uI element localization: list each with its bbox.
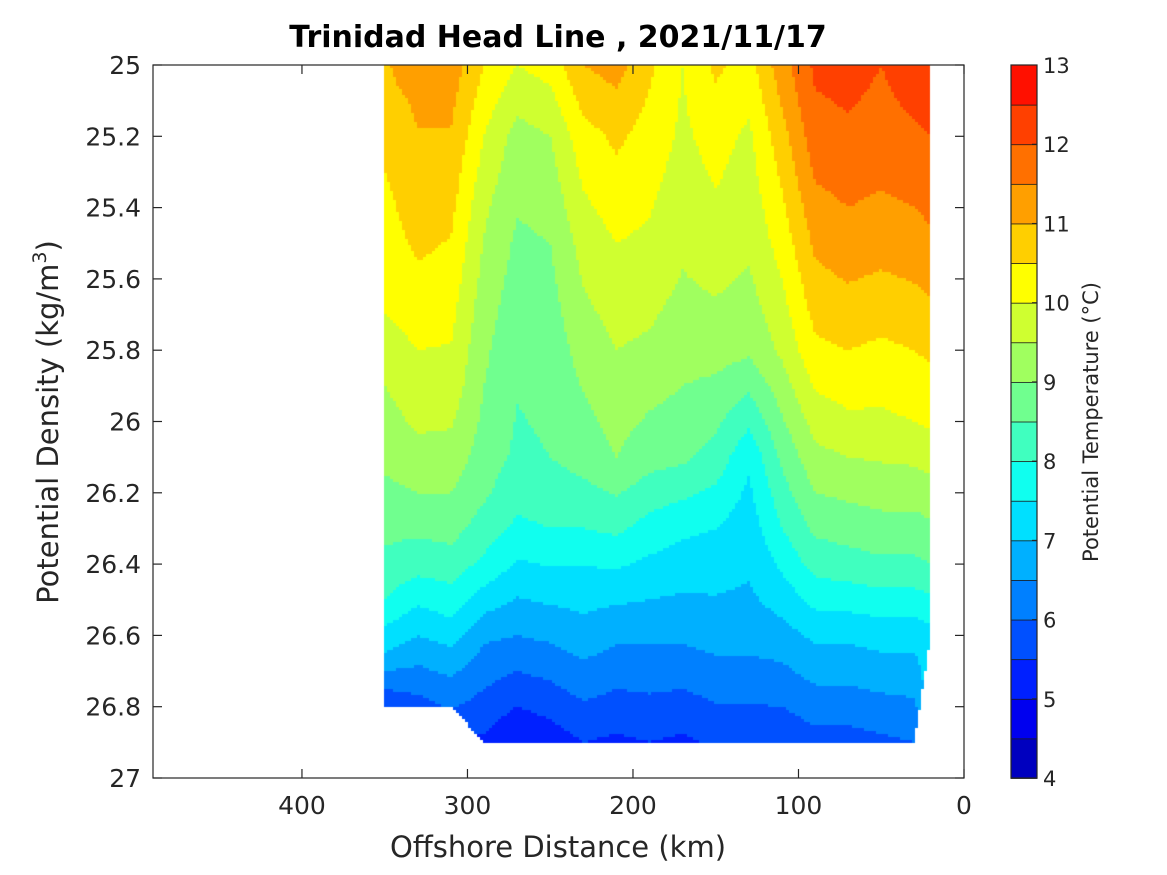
y-axis-label: Potential Density (kg/m3)	[29, 240, 65, 604]
colorbar: 4 5 6 7 8 9 10 11 12 13	[1010, 54, 1070, 791]
colorbar-tick-label: 11	[1043, 212, 1070, 236]
colorbar-segment	[1010, 658, 1038, 700]
colorbar-tick-label: 9	[1043, 371, 1056, 395]
x-axis: 400 300 200 100 0	[278, 65, 972, 820]
y-tick-label: 25.8	[85, 336, 141, 365]
colorbar-segment	[1010, 381, 1038, 423]
y-tick-label: 25.4	[85, 194, 141, 223]
y-axis-label-main: Potential Density (kg/m	[31, 264, 65, 604]
colorbar-tick-label: 7	[1043, 529, 1056, 553]
y-tick-label: 26.2	[85, 479, 141, 508]
colorbar-segment	[1010, 579, 1038, 621]
y-tick-label: 25.2	[85, 122, 141, 151]
colorbar-tick-label: 12	[1043, 133, 1070, 157]
y-tick-label: 26.4	[85, 550, 141, 579]
colorbar-segment	[1010, 539, 1038, 581]
colorbar-segment	[1010, 262, 1038, 304]
colorbar-segment	[1010, 104, 1038, 146]
y-tick-label: 25	[109, 51, 141, 80]
colorbar-tick-label: 8	[1043, 450, 1056, 474]
colorbar-tick-label: 5	[1043, 688, 1056, 712]
colorbar-label: Potential Temperature (°C)	[1079, 282, 1103, 562]
x-tick-label: 0	[956, 791, 972, 820]
colorbar-segment	[1010, 500, 1038, 542]
x-tick-label: 200	[609, 791, 657, 820]
colorbar-tick-label: 13	[1043, 54, 1070, 78]
colorbar-segment	[1010, 143, 1038, 185]
colorbar-segment	[1010, 421, 1038, 463]
colorbar-tick-label: 10	[1043, 292, 1070, 316]
colorbar-segment	[1010, 183, 1038, 225]
x-tick-label: 300	[444, 791, 492, 820]
y-axis: 25 25.2 25.4 25.6 25.8 26 26.2 26.4 26.6 26.8 27	[85, 51, 964, 793]
colorbar-segment	[1010, 302, 1038, 344]
colorbar-segment	[1010, 698, 1038, 740]
colorbar-segment	[1010, 619, 1038, 661]
x-axis-label: Offshore Distance (km)	[390, 830, 726, 864]
colorbar-segment	[1010, 223, 1038, 264]
y-axis-label-close: )	[31, 240, 65, 251]
y-tick-label: 26.8	[85, 693, 141, 722]
colorbar-segment	[1010, 737, 1038, 779]
colorbar-tick-label: 6	[1043, 609, 1056, 633]
y-tick-label: 25.6	[85, 265, 141, 294]
colorbar-segment	[1010, 460, 1038, 502]
colorbar-frame	[1010, 64, 1038, 779]
y-tick-label: 26	[109, 408, 141, 437]
colorbar-segment	[1010, 341, 1038, 383]
colorbar-segment	[1010, 64, 1038, 106]
chart-title: Trinidad Head Line , 2021/11/17	[289, 20, 826, 55]
x-tick-label: 400	[278, 791, 326, 820]
colorbar-tick-label: 4	[1043, 767, 1056, 791]
y-tick-label: 27	[109, 764, 141, 793]
y-axis-label-superscript: 3	[29, 251, 51, 263]
x-tick-label: 100	[775, 791, 823, 820]
y-tick-label: 26.6	[85, 621, 141, 650]
